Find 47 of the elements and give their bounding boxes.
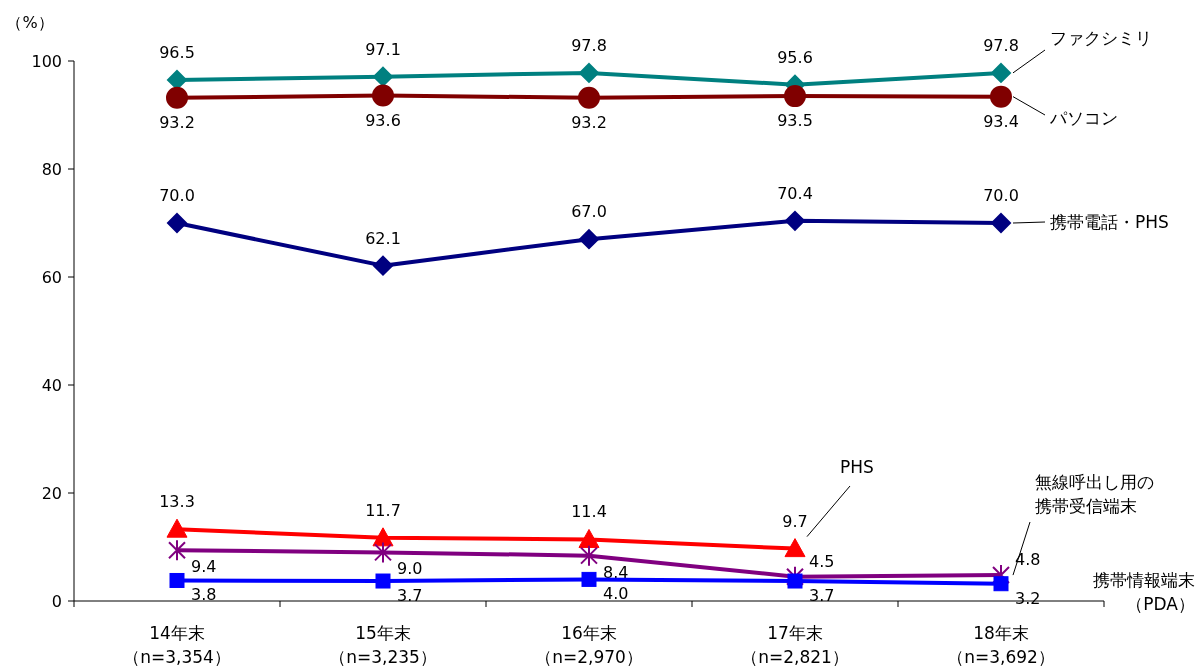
y-tick-label: 80 (41, 160, 62, 179)
data-label: 93.2 (571, 112, 607, 132)
data-label: 9.4 (191, 557, 217, 577)
data-label: 62.1 (365, 228, 401, 248)
data-label: 3.8 (191, 585, 217, 605)
x-tick-label: 18年末（n=3,692） (947, 623, 1055, 666)
data-label: 13.3 (159, 492, 195, 512)
data-label: 4.5 (809, 551, 835, 571)
y-tick-label: 20 (41, 484, 62, 503)
data-label: 4.0 (603, 584, 629, 604)
text: PHS (840, 457, 874, 477)
y-tick-label: 0 (51, 592, 62, 611)
data-label: 3.2 (1015, 588, 1041, 608)
x-tick-label: 16年末（n=2,970） (535, 623, 643, 666)
data-label: 9.0 (397, 559, 423, 579)
data-label: 97.8 (983, 35, 1019, 55)
text: ファクシミリ (1050, 28, 1152, 48)
data-label: 93.4 (983, 111, 1019, 131)
x-tick-label: 14年末（n=3,354） (123, 623, 231, 666)
data-label: 93.6 (365, 110, 401, 130)
data-label: 11.4 (571, 502, 607, 522)
y-tick-label: 60 (41, 268, 62, 287)
text: 携帯電話・PHS (1050, 212, 1169, 232)
data-label: 4.8 (1015, 550, 1041, 570)
data-label: 93.5 (777, 111, 813, 131)
y-tick-label: 100 (31, 52, 62, 71)
data-label: 11.7 (365, 500, 401, 520)
data-label: 8.4 (603, 562, 629, 582)
data-label: 96.5 (159, 42, 195, 62)
data-label: 3.7 (397, 586, 423, 606)
data-label: 97.8 (571, 35, 607, 55)
x-tick-label: 15年末（n=3,235） (329, 623, 437, 666)
text: 無線呼出し用の携帯受信端末 (1035, 472, 1154, 516)
data-label: 3.7 (809, 586, 835, 606)
data-label: 67.0 (571, 202, 607, 222)
x-tick-label: 17年末（n=2,821） (741, 623, 849, 666)
data-label: 70.0 (983, 186, 1019, 205)
y-tick-label: 40 (41, 376, 62, 395)
data-label: 70.0 (159, 186, 195, 205)
y-axis-title: （%） (6, 13, 54, 32)
data-label: 97.1 (365, 39, 401, 59)
data-label: 95.6 (777, 47, 813, 67)
data-label: 9.7 (782, 511, 808, 531)
text: パソコン (1049, 108, 1118, 128)
text: 携帯情報端末（PDA） (1093, 570, 1195, 614)
data-label: 93.2 (159, 112, 195, 132)
data-label: 70.4 (777, 183, 813, 203)
